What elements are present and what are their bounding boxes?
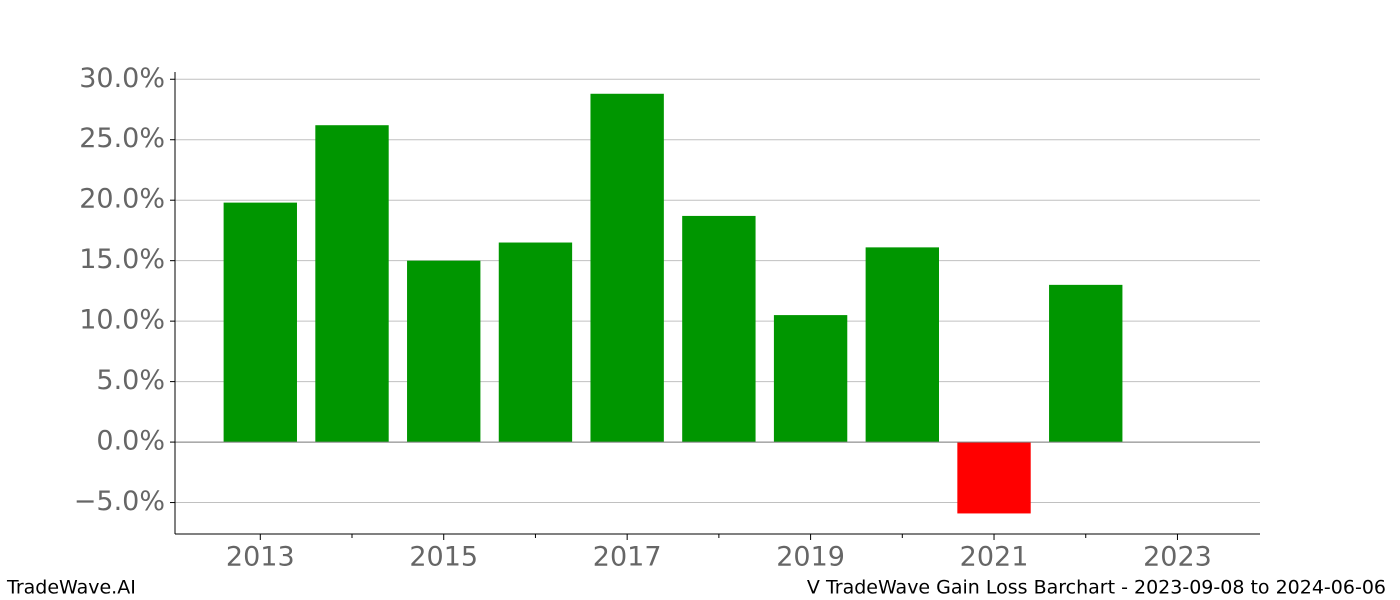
x-tick-label: 2023 xyxy=(1143,542,1212,573)
x-tick-label: 2019 xyxy=(776,542,845,573)
x-tick-label: 2021 xyxy=(960,542,1029,573)
bar xyxy=(957,442,1031,514)
y-tick-label: 15.0% xyxy=(79,244,165,275)
y-tick-label: 0.0% xyxy=(96,426,165,457)
bar xyxy=(407,260,481,443)
bar xyxy=(590,93,664,443)
y-tick-label: −5.0% xyxy=(74,486,165,517)
bar xyxy=(773,315,848,443)
bar xyxy=(223,202,297,443)
y-tick-label: 25.0% xyxy=(79,123,165,154)
x-tick-label: 2015 xyxy=(409,542,478,573)
bar xyxy=(498,242,573,443)
y-tick-label: 20.0% xyxy=(79,184,165,215)
x-tick-label: 2013 xyxy=(226,542,295,573)
bar xyxy=(682,215,756,443)
bar xyxy=(315,125,389,443)
chart-title: V TradeWave Gain Loss Barchart - 2023-09… xyxy=(807,577,1386,599)
y-tick-label: 10.0% xyxy=(79,305,165,336)
y-tick-label: 5.0% xyxy=(96,365,165,396)
bar xyxy=(865,247,939,443)
x-tick-label: 2017 xyxy=(593,542,662,573)
y-tick-label: 30.0% xyxy=(79,63,165,94)
bar xyxy=(1049,284,1123,443)
watermark: TradeWave.AI xyxy=(6,577,136,599)
